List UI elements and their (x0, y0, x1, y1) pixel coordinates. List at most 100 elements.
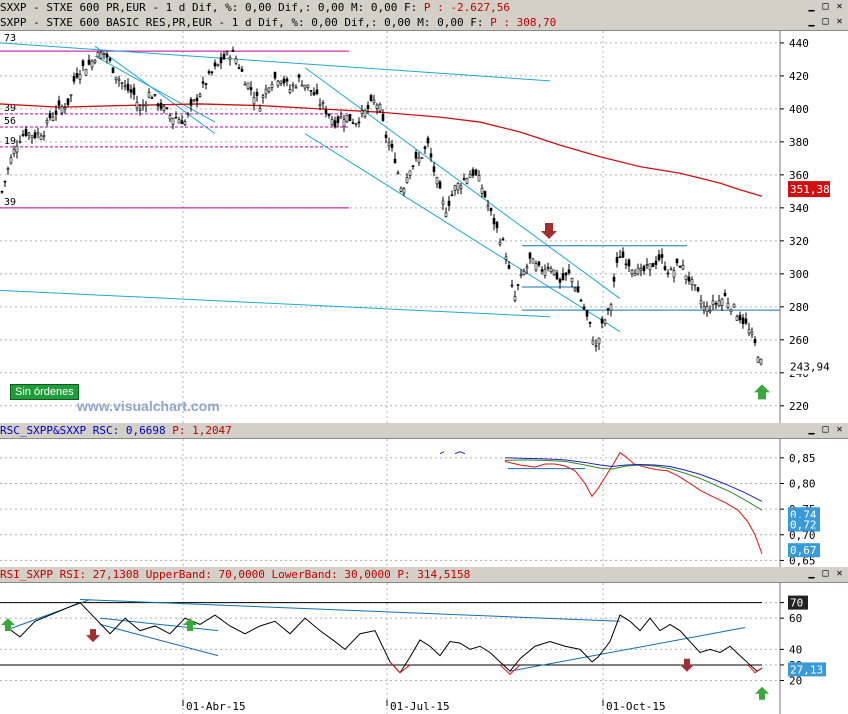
rsc-title: RSC_SXPP&SXXP RSC: 0,6698 (0, 424, 166, 437)
rsi-minimize-icon[interactable]: ▁ (808, 568, 815, 579)
price-candle (450, 194, 454, 197)
minimize-icon[interactable]: ▁ (808, 1, 815, 12)
price-candle (261, 95, 265, 98)
price-candle (669, 268, 673, 271)
rsc-panel[interactable]: 0,850,800,750,700,650,740,720,67 (0, 439, 848, 567)
rsi-close-icon[interactable]: ✕ (836, 568, 843, 579)
price-candle (108, 58, 112, 61)
price-candle (195, 97, 199, 102)
price-candle (375, 104, 379, 109)
rsi-maximize-icon[interactable]: □ (822, 568, 829, 579)
price-candle (564, 272, 568, 276)
price-candle (705, 306, 709, 312)
rsc-minimize-icon[interactable]: ▁ (808, 424, 815, 435)
price-candle (285, 78, 289, 82)
ma-value-tag: 351,38 (790, 183, 830, 196)
price-candle (57, 100, 61, 106)
price-tick-label: 300 (789, 268, 809, 281)
price-candle (726, 302, 730, 308)
price-candle (129, 89, 133, 93)
price-candle (501, 238, 505, 241)
rsc-maximize-icon[interactable]: □ (822, 424, 829, 435)
price-candle (423, 146, 427, 150)
price-candle (681, 265, 685, 270)
price-candle (714, 303, 718, 305)
price-candle (414, 152, 418, 159)
price-candle (426, 137, 430, 144)
price-candle (417, 157, 421, 163)
price-trendline (94, 55, 216, 123)
price-candle (729, 309, 733, 313)
price-candle (591, 340, 595, 345)
price-tick-label: 220 (789, 400, 809, 413)
orders-badge[interactable]: Sin órdenes (10, 384, 79, 400)
price-candle (492, 217, 496, 225)
price-panel[interactable]: 7339561939220240260280300320340360380400… (0, 31, 848, 423)
header-title-sxxp: SXXP - STXE 600 PR,EUR - 1 d Dif, %: 0,0… (0, 1, 418, 14)
rsi-trendline (99, 623, 219, 657)
panel-minimize-icon[interactable]: ▁ (808, 16, 815, 27)
price-tick-label: 340 (789, 202, 809, 215)
price-candle (222, 54, 226, 60)
price-candle (660, 254, 664, 258)
price-candle (183, 121, 187, 125)
price-candle (711, 300, 715, 306)
price-candle (126, 83, 130, 91)
price-candle (249, 87, 253, 91)
price-candle (288, 89, 292, 94)
price-chart[interactable]: 7339561939220240260280300320340360380400… (0, 31, 848, 423)
price-candle (69, 94, 73, 97)
panel-close-icon[interactable]: ✕ (836, 16, 843, 27)
price-candle (585, 310, 589, 317)
price-candle (462, 178, 466, 180)
price-tick-label: 440 (789, 37, 809, 50)
price-candle (63, 107, 67, 110)
price-candle (675, 258, 679, 264)
rsc-close-icon[interactable]: ✕ (836, 424, 843, 435)
price-candle (600, 318, 604, 324)
price-trendline (304, 67, 621, 299)
price-candle (177, 119, 181, 124)
price-candle (504, 256, 508, 260)
price-candle (39, 135, 43, 140)
down-arrow-icon (541, 222, 557, 239)
panel-maximize-icon[interactable]: □ (822, 16, 829, 27)
rsi-series-line (747, 664, 763, 674)
price-candle (402, 188, 406, 194)
price-plot-bg (0, 31, 848, 423)
price-candle (480, 187, 484, 194)
price-trendline (304, 133, 621, 332)
date-axis-label: 01-Abr-15 (186, 700, 246, 713)
price-candle (225, 51, 229, 55)
rsi-chart[interactable]: 70604030207027,1301-Abr-1501-Jul-1501-Oc… (0, 583, 848, 714)
rsc-chart[interactable]: 0,850,800,750,700,650,740,720,67 (0, 439, 848, 567)
price-candle (672, 270, 676, 278)
price-candle (654, 260, 658, 265)
price-candle (303, 84, 307, 89)
price-candle (744, 318, 748, 324)
price-tick-label: 360 (789, 169, 809, 182)
price-candle (756, 356, 760, 363)
price-axis-bg (780, 31, 848, 423)
price-candle (123, 85, 127, 88)
price-candle (90, 60, 94, 68)
watermark: www.visualchart.com (77, 398, 220, 414)
price-candle (87, 59, 91, 65)
price-candle (102, 53, 106, 55)
price-candle (207, 71, 211, 74)
price-level-label: 19 (4, 136, 16, 147)
price-candle (525, 266, 529, 269)
price-candle (192, 99, 196, 102)
price-candle (264, 88, 268, 95)
close-icon[interactable]: ✕ (836, 1, 843, 12)
price-tick-label: 320 (789, 235, 809, 248)
maximize-icon[interactable]: □ (822, 1, 829, 12)
price-candle (486, 204, 490, 207)
price-trendline (0, 42, 551, 82)
price-candle (360, 110, 364, 114)
header-title-sxpp: SXPP - STXE 600 BASIC RES,PR,EUR - 1 d D… (0, 16, 484, 29)
rsi-panel[interactable]: 70604030207027,1301-Abr-1501-Jul-1501-Oc… (0, 583, 848, 714)
rsi-trendline (99, 617, 219, 632)
price-candle (387, 142, 391, 146)
down-arrow-icon (86, 629, 100, 643)
